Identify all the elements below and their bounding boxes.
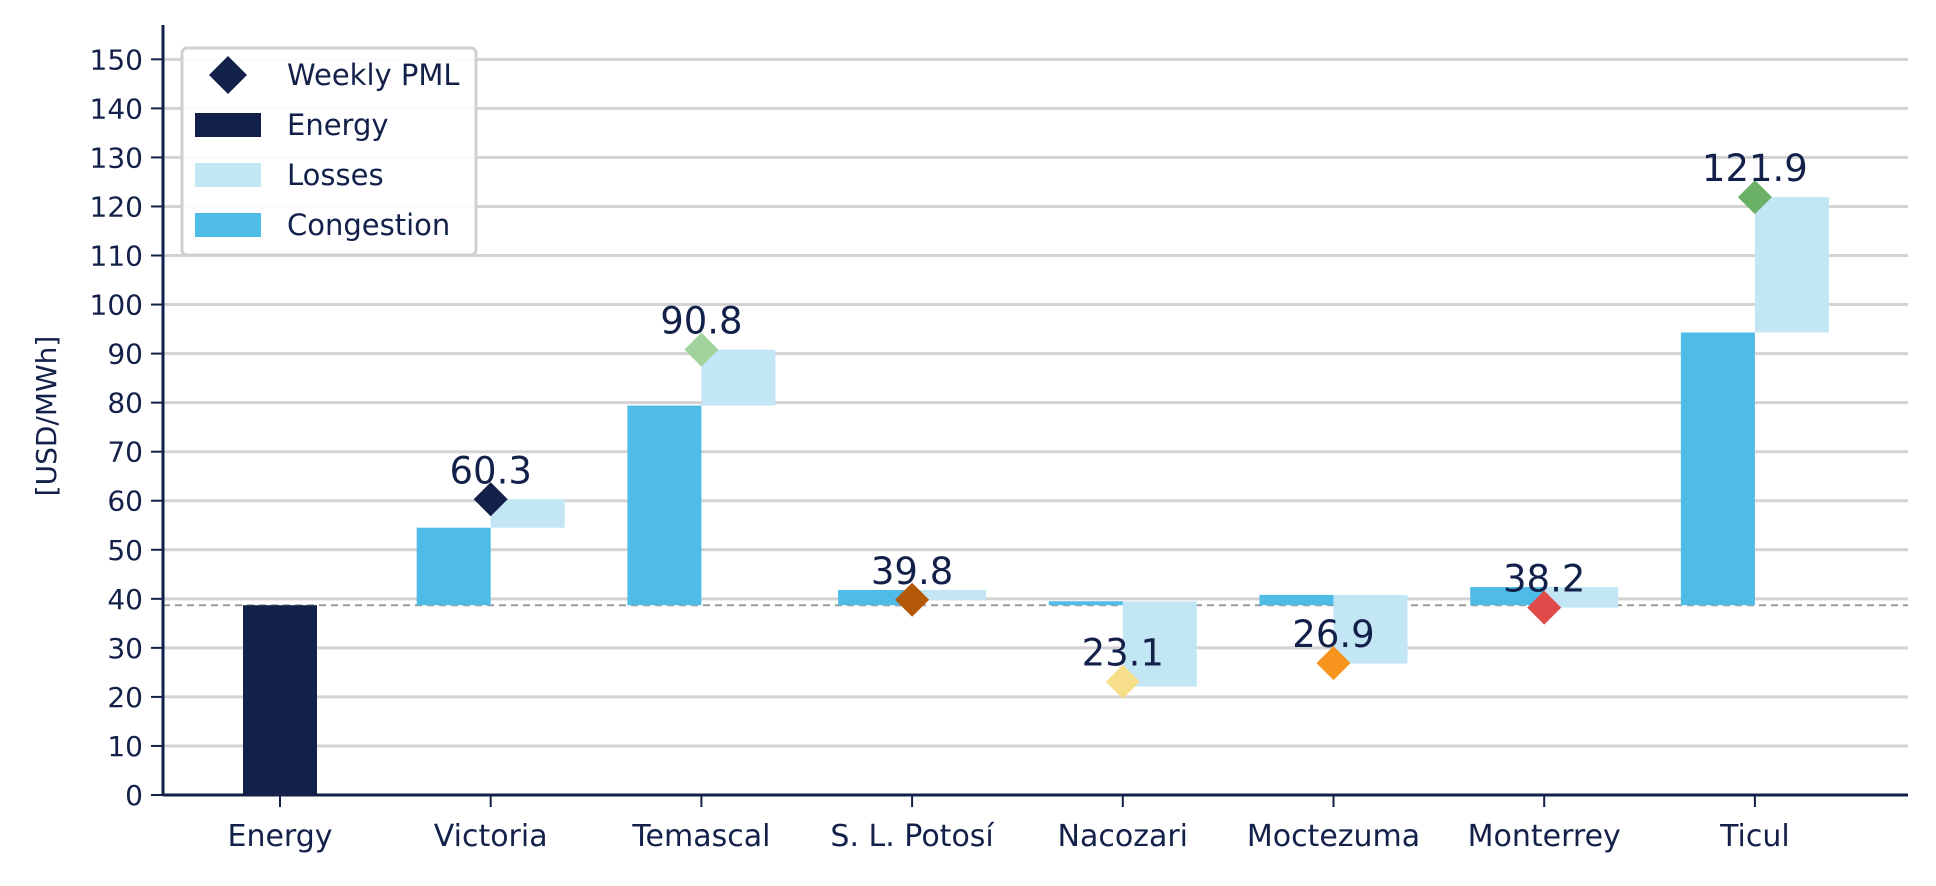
congestion-bar [838,589,913,606]
x-tick-label: Energy [227,819,332,854]
pml-marker [1527,590,1562,625]
x-tick-label: Moctezuma [1247,819,1420,854]
y-axis-label: [USD/MWh] [30,336,63,497]
y-tick-label: 10 [107,730,143,763]
x-tick-label: Ticul [1719,819,1790,854]
legend-label: Congestion [287,208,450,242]
losses-bar [1754,197,1829,333]
data-labels: 60.3 90.8 39.8 23.1 26.9 38.2 121.9 [450,147,1808,675]
legend: Weekly PML Energy Losses Congestion [180,46,478,257]
legend-marker-pml [209,56,247,94]
x-tick-label: S. L. Potosí [830,819,995,854]
congestion-bar [1259,594,1334,606]
pml-value-label: 39.8 [871,550,953,593]
congestion-bar [1680,332,1755,606]
x-tick-label: Monterrey [1468,819,1621,854]
losses-bar [1544,587,1619,608]
losses-bar [701,349,776,406]
pml-markers [473,180,1772,699]
x-tick-label: Victoria [434,819,548,854]
pml-marker [1737,180,1772,215]
y-tick-label: 20 [107,681,143,714]
legend-label: Weekly PML [287,58,460,92]
pml-value-label: 26.9 [1292,613,1374,656]
x-tick-labels: Energy Victoria Temascal S. L. Potosí Nacoza… [227,819,1789,854]
losses-bar [912,589,987,600]
legend-swatch [195,163,261,187]
legend-label: Energy [287,108,389,142]
y-tick-label: 60 [107,485,143,518]
pml-value-label: 38.2 [1503,558,1585,601]
congestion-bar [627,405,702,606]
pml-marker [895,582,930,617]
y-tick-label: 130 [90,141,143,174]
pml-value-label: 121.9 [1702,147,1808,190]
pml-marker [684,332,719,367]
pml-marker [1316,646,1351,681]
x-tick-label: Temascal [631,819,770,854]
y-tick-label: 120 [90,190,143,223]
losses-bar [1333,594,1408,664]
pml-marker [1105,664,1140,699]
axes [151,25,1908,807]
x-tick-label: Nacozari [1058,819,1188,854]
y-tick-label: 80 [107,387,143,420]
losses-bar [490,499,565,528]
y-tick-label: 140 [90,92,143,125]
y-tick-label: 110 [90,240,143,273]
y-tick-label: 70 [107,436,143,469]
congestion-bar [1048,601,1123,606]
pml-value-label: 60.3 [450,449,532,492]
y-tick-label: 100 [90,289,143,322]
legend-swatch [195,213,261,237]
y-tick-label: 90 [107,338,143,371]
legend-swatch [195,113,261,137]
pml-value-label: 90.8 [660,300,742,343]
congestion-bar [416,527,491,606]
y-tick-label: 0 [125,779,143,812]
congestion-bar [1470,587,1545,606]
pml-marker [473,482,508,517]
y-tick-label: 150 [90,43,143,76]
losses-bar [1122,601,1197,687]
y-tick-label: 40 [107,583,143,616]
pml-value-label: 23.1 [1082,632,1164,675]
legend-box [180,46,478,257]
y-tick-labels: 0 10 20 30 40 50 60 70 80 90 100 110 120 130 140 150 [90,43,143,812]
energy-bar [243,605,317,795]
legend-label: Losses [287,158,384,192]
y-tick-label: 50 [107,534,143,567]
y-tick-label: 30 [107,632,143,665]
bars [243,197,1829,795]
